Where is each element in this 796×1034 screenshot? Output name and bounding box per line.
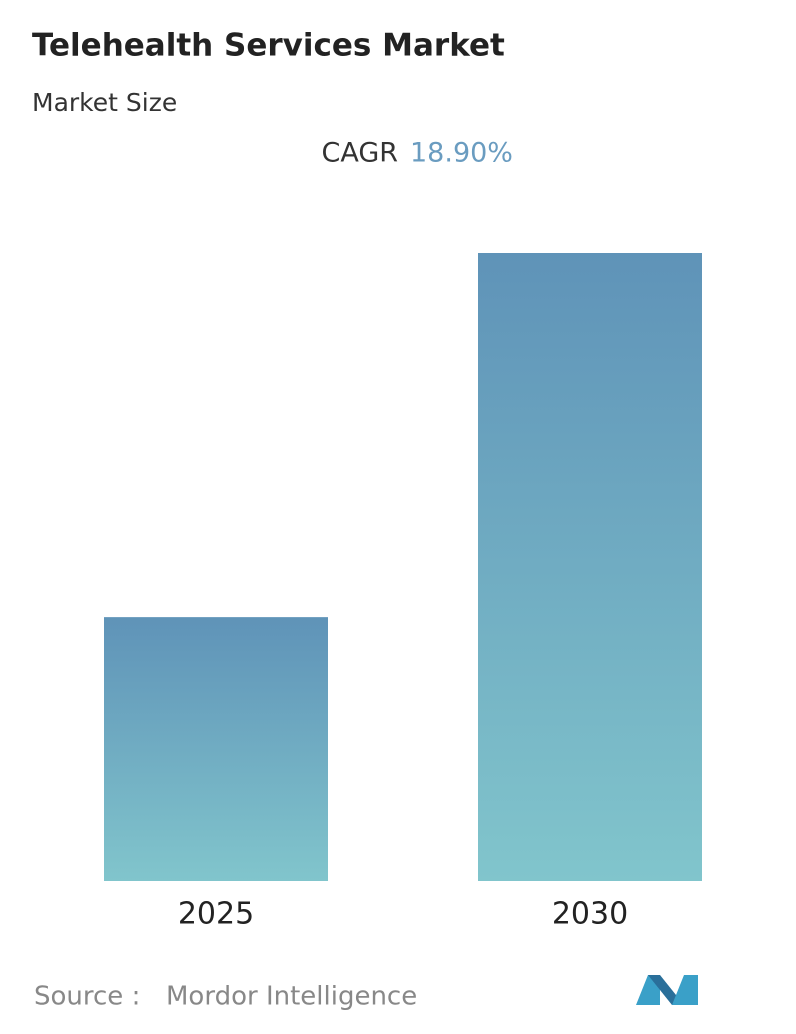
x-tick-label: 2025 [178,897,254,932]
chart-title: Telehealth Services Market [32,28,505,64]
cagr-label: CAGR [321,138,398,169]
bar [478,253,702,881]
x-tick-label: 2030 [552,897,628,932]
cagr-value: 18.90% [410,138,513,169]
source-name: Mordor Intelligence [166,982,417,1012]
logo [636,975,698,1005]
chart-subtitle: Market Size [32,88,177,117]
bar [104,617,328,881]
source-label: Source : [34,982,140,1012]
